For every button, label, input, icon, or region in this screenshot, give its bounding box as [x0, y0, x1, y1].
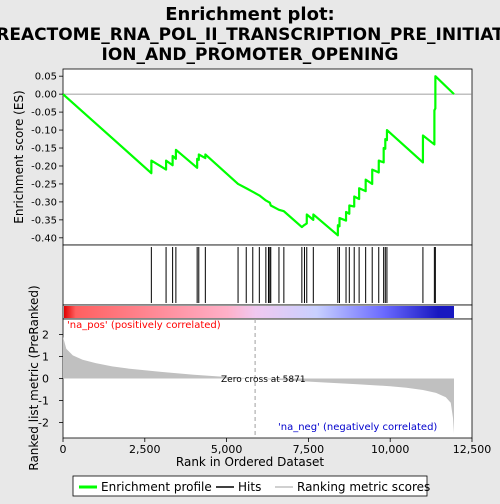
es-y-tick-label-2: -0.05: [31, 108, 57, 119]
x-axis-label: Rank in Ordered Dataset: [176, 455, 324, 469]
x-tick-label-2: 5,000: [211, 443, 243, 456]
es-y-tick-label-9: -0.40: [31, 233, 57, 244]
hit-marks: [150, 247, 436, 303]
chart-subtitle-line-2: ION_AND_PROMOTER_OPENING: [102, 45, 399, 65]
es-y-tick-label-6: -0.25: [31, 179, 57, 190]
metric-series-area: [63, 336, 455, 434]
axes: 0.05 0.00 -0.05 -0.10 -0.15 -0.20 -0.25 -0.30 -0…: [31, 72, 491, 456]
metric-y-tick-label-0: 2: [42, 328, 49, 341]
x-tick-label-1: 2,500: [129, 443, 161, 456]
es-y-tick-label-3: -0.10: [31, 126, 57, 137]
rank-gradient-bar: [64, 306, 455, 318]
zero-cross-label: Zero cross at 5871: [221, 375, 306, 385]
es-y-axis-label: Enrichment score (ES): [12, 90, 26, 223]
chart-subtitle-line-1: REACTOME_RNA_POL_II_TRANSCRIPTION_PRE_IN…: [0, 25, 500, 45]
metric-y-tick-label-4: -2: [38, 417, 49, 430]
es-y-tick-label-8: -0.35: [31, 215, 57, 226]
pos-correlated-label: 'na_pos' (positively correlated): [67, 320, 221, 331]
es-y-tick-label-1: 0.00: [35, 90, 57, 101]
x-tick-label-5: 12,500: [453, 443, 492, 456]
legend-hits-label: Hits: [238, 480, 261, 494]
hits-panel: [62, 244, 473, 306]
es-y-tick-label-4: -0.15: [31, 144, 57, 155]
es-curve: [62, 75, 455, 237]
legend: Enrichment profile Hits Ranking metric s…: [72, 475, 430, 497]
legend-metric-label: Ranking metric scores: [297, 480, 430, 494]
neg-correlated-label: 'na_neg' (negatively correlated): [278, 422, 437, 433]
metric-area: [63, 319, 455, 438]
x-tick-label-3: 7,500: [293, 443, 325, 456]
es-panel: [62, 68, 473, 246]
x-tick-label-0: 0: [60, 443, 67, 456]
es-y-tick-label-0: 0.05: [35, 72, 57, 83]
metric-y-tick-label-1: 1: [42, 350, 49, 363]
metric-y-tick-label-3: -1: [38, 395, 49, 408]
metric-y-tick-label-2: 0: [42, 373, 49, 386]
es-y-tick-label-5: -0.20: [31, 161, 57, 172]
metric-y-axis-label: Ranked list metric (PreRanked): [27, 285, 41, 470]
legend-box: [72, 475, 428, 497]
gradient-fill: [64, 306, 455, 318]
es-series-line: [62, 75, 455, 237]
legend-es-label: Enrichment profile: [101, 480, 212, 494]
x-tick-label-4: 10,000: [371, 443, 410, 456]
chart-title: Enrichment plot:: [165, 4, 335, 25]
es-y-tick-label-7: -0.30: [31, 197, 57, 208]
